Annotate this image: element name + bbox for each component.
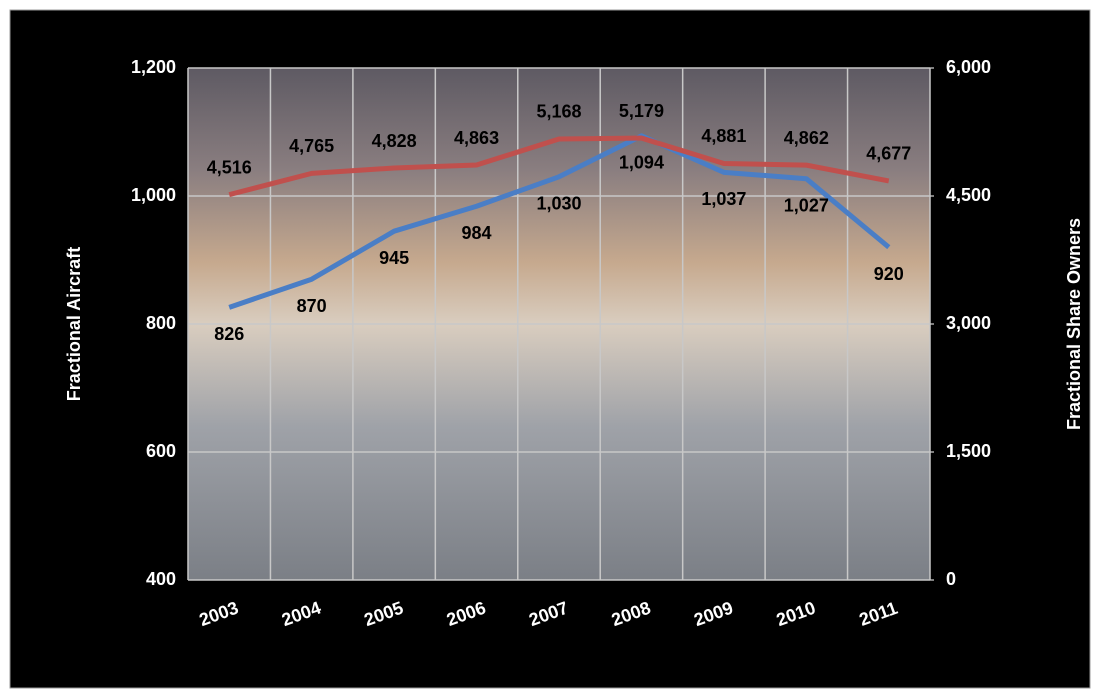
data-label: 5,168 [536, 102, 581, 122]
data-label: 1,037 [701, 189, 746, 209]
series-line [228, 135, 890, 198]
y2-axis-title: Fractional Share Owners [1064, 218, 1084, 430]
y-axis-title: Fractional Aircraft [64, 247, 84, 401]
data-label: 4,862 [784, 128, 829, 148]
y-tick-label: 800 [146, 313, 176, 333]
series-line [228, 133, 891, 310]
data-label: 5,179 [619, 101, 664, 121]
data-label: 920 [874, 264, 904, 284]
data-label: 4,863 [454, 128, 499, 148]
y-tick-label: 400 [146, 569, 176, 589]
data-label: 870 [297, 296, 327, 316]
y-tick-label: 600 [146, 441, 176, 461]
data-label: 1,027 [784, 195, 829, 215]
y2-tick-label: 0 [946, 569, 956, 589]
data-label: 1,094 [619, 153, 664, 173]
y2-tick-label: 6,000 [946, 57, 991, 77]
data-label: 984 [462, 223, 492, 243]
data-label: 945 [379, 248, 409, 268]
data-label: 4,516 [207, 157, 252, 177]
y2-tick-label: 1,500 [946, 441, 991, 461]
data-label: 826 [214, 324, 244, 344]
data-label: 4,765 [289, 136, 334, 156]
y-tick-label: 1,000 [131, 185, 176, 205]
y2-tick-label: 3,000 [946, 313, 991, 333]
y-tick-label: 1,200 [131, 57, 176, 77]
data-label: 4,881 [701, 126, 746, 146]
data-label: 4,828 [372, 131, 417, 151]
data-label: 1,030 [536, 194, 581, 214]
y2-tick-label: 4,500 [946, 185, 991, 205]
data-label: 4,677 [866, 144, 911, 164]
